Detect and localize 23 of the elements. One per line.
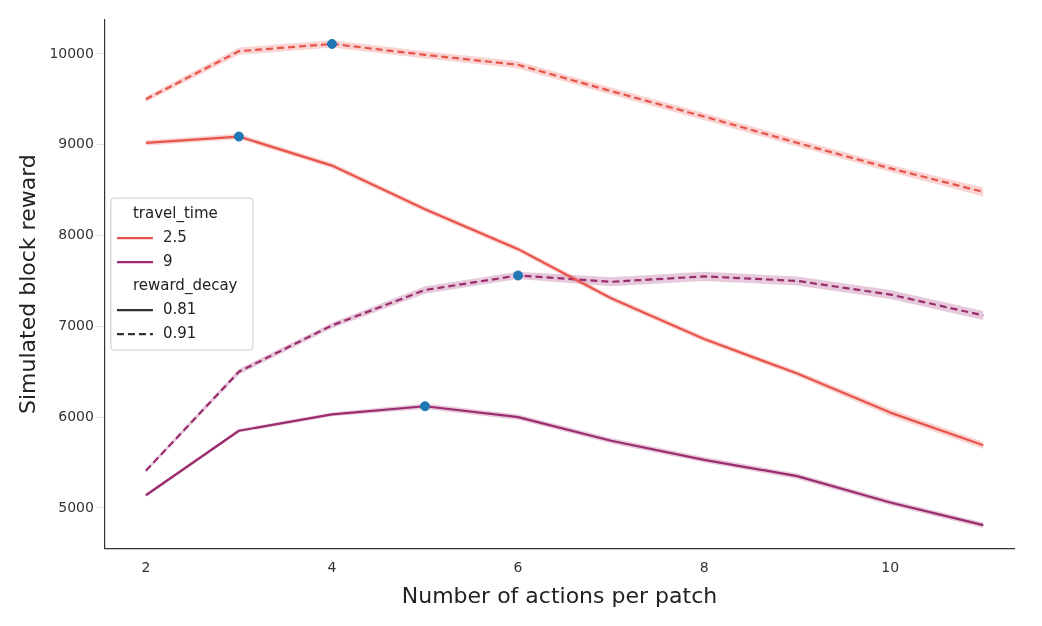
- x-tick-label: 10: [881, 558, 900, 575]
- point: [420, 401, 431, 412]
- x-tick-label: 2: [141, 558, 151, 575]
- x-tick-label: 6: [513, 558, 523, 575]
- x-axis-title: Number of actions per patch: [401, 582, 718, 608]
- y-axis-title: Simulated block reward: [14, 154, 40, 414]
- y-tick-label: 8000: [58, 226, 94, 243]
- legend-label: 9: [162, 251, 173, 270]
- x-tick-label: 8: [699, 558, 709, 575]
- legend-label: 2.5: [162, 227, 187, 246]
- y-tick-label: 9000: [58, 135, 94, 152]
- legend-label: 0.81: [162, 299, 197, 318]
- y-tick-label: 7000: [58, 316, 94, 333]
- x-tick-label: 4: [327, 558, 337, 575]
- point: [326, 38, 337, 49]
- y-tick-label: 5000: [58, 498, 94, 515]
- legend-label: 0.91: [162, 323, 197, 342]
- point: [513, 270, 524, 281]
- point: [233, 131, 244, 142]
- text: reward_decay: [132, 275, 238, 295]
- y-tick-label: 10000: [49, 44, 94, 61]
- text: travel_time: [132, 203, 218, 223]
- y-tick-label: 6000: [58, 407, 94, 424]
